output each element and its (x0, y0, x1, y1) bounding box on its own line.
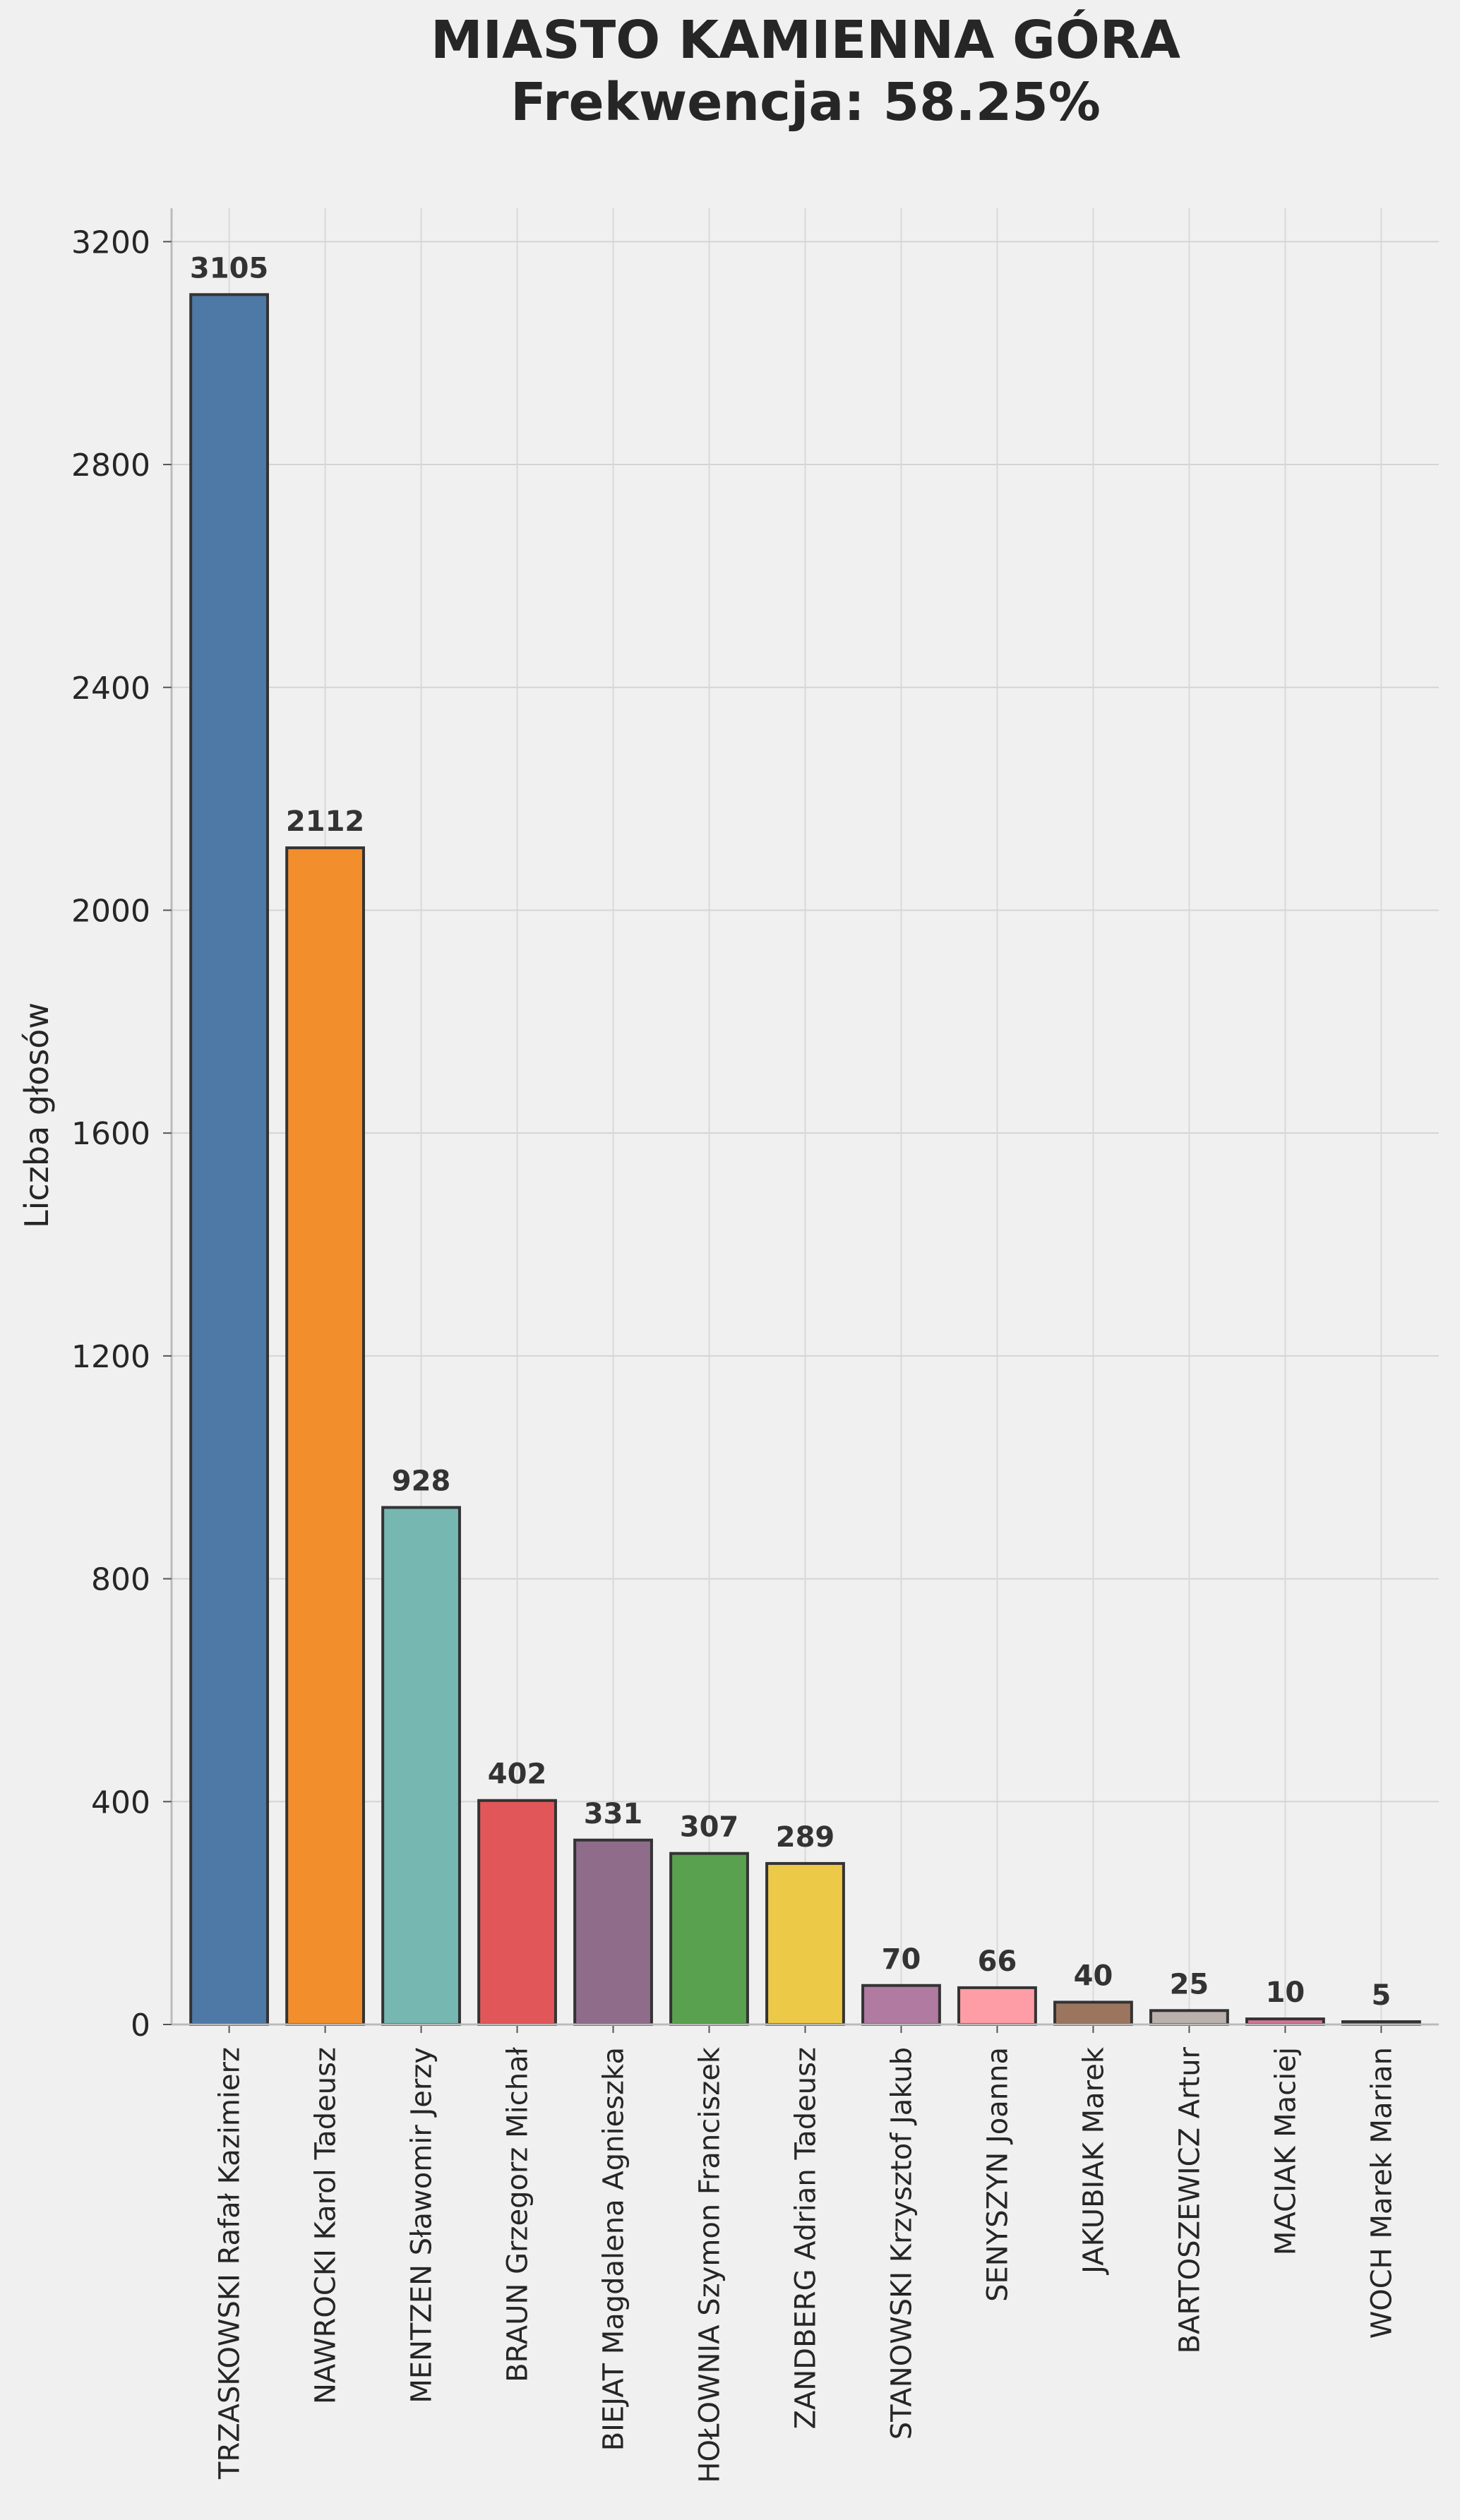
bar (477, 1799, 557, 2027)
x-tick-label: NAWROCKI Karol Tadeusz (310, 2047, 342, 2404)
x-tick-label: BRAUN Grzegorz Michał (502, 2046, 534, 2382)
bar (669, 1852, 749, 2027)
data-label: 70 (882, 1943, 921, 1976)
x-tick-label: BIEJAT Magdalena Agnieszka (598, 2047, 630, 2451)
y-tick-label: 2400 (71, 671, 150, 707)
x-tick-label: SENYSZYN Joanna (981, 2047, 1014, 2302)
bars (189, 293, 1421, 2027)
data-label: 40 (1074, 1960, 1113, 1992)
x-tick-label: TRZASKOWSKI Rafał Kazimierz (214, 2047, 246, 2480)
data-label: 289 (776, 1821, 835, 1854)
bar (765, 1861, 845, 2027)
y-tick-label: 3200 (71, 224, 150, 260)
x-tick-label: MENTZEN Sławomir Jerzy (406, 2047, 438, 2404)
x-tick-label: STANOWSKI Krzysztof Jakub (885, 2047, 918, 2440)
bar (1053, 2000, 1133, 2026)
data-label: 10 (1266, 1976, 1305, 2009)
data-label: 2112 (286, 805, 364, 838)
y-tick-label: 400 (91, 1784, 150, 1820)
data-label: 331 (584, 1798, 643, 1830)
tick-labels: 0 400 800 1200 1600 2000 2400 2800 3200 TRZASKOWS… (71, 224, 1398, 2483)
data-label: 25 (1170, 1968, 1209, 2000)
y-tick-label: 800 (91, 1562, 150, 1598)
y-tick-label: 1200 (71, 1339, 150, 1375)
bar (1149, 2009, 1229, 2026)
data-labels: 3105 2112 928 402 331 307 289 70 66 40 25 10 5 (190, 252, 1391, 2012)
x-tick-label: BARTOSZEWICZ Artur (1173, 2046, 1206, 2353)
bar (861, 1984, 941, 2026)
grid (172, 208, 1439, 2025)
x-tick-label: MACIAK Maciej (1269, 2047, 1302, 2255)
bar (573, 1838, 653, 2026)
chart-title-line1: MIASTO KAMIENNA GÓRA (431, 8, 1180, 71)
data-label: 402 (488, 1758, 547, 1791)
data-label: 928 (392, 1465, 451, 1498)
bar (957, 1986, 1037, 2027)
axes (163, 208, 1439, 2033)
y-tick-label: 0 (131, 2008, 150, 2044)
data-label: 3105 (190, 252, 268, 284)
y-tick-label: 2000 (71, 893, 150, 929)
data-label: 5 (1371, 1979, 1391, 2012)
x-tick-label: ZANDBERG Adrian Tadeusz (790, 2047, 822, 2429)
data-label: 66 (978, 1945, 1017, 1978)
x-tick-label: WOCH Marek Marian (1365, 2047, 1398, 2339)
y-tick-label: 1600 (71, 1116, 150, 1152)
bar (189, 293, 269, 2026)
chart-title-line2: Frekwencja: 58.25% (510, 72, 1101, 133)
data-label: 307 (680, 1811, 739, 1844)
bar (285, 846, 365, 2026)
y-tick-label: 2800 (71, 448, 150, 484)
bar (381, 1506, 461, 2027)
x-tick-label: HOŁOWNIA Szymon Franciszek (694, 2046, 726, 2483)
x-tick-label: JAKUBIAK Marek (1077, 2046, 1110, 2276)
y-axis-label: Liczba głosów (18, 1002, 56, 1228)
